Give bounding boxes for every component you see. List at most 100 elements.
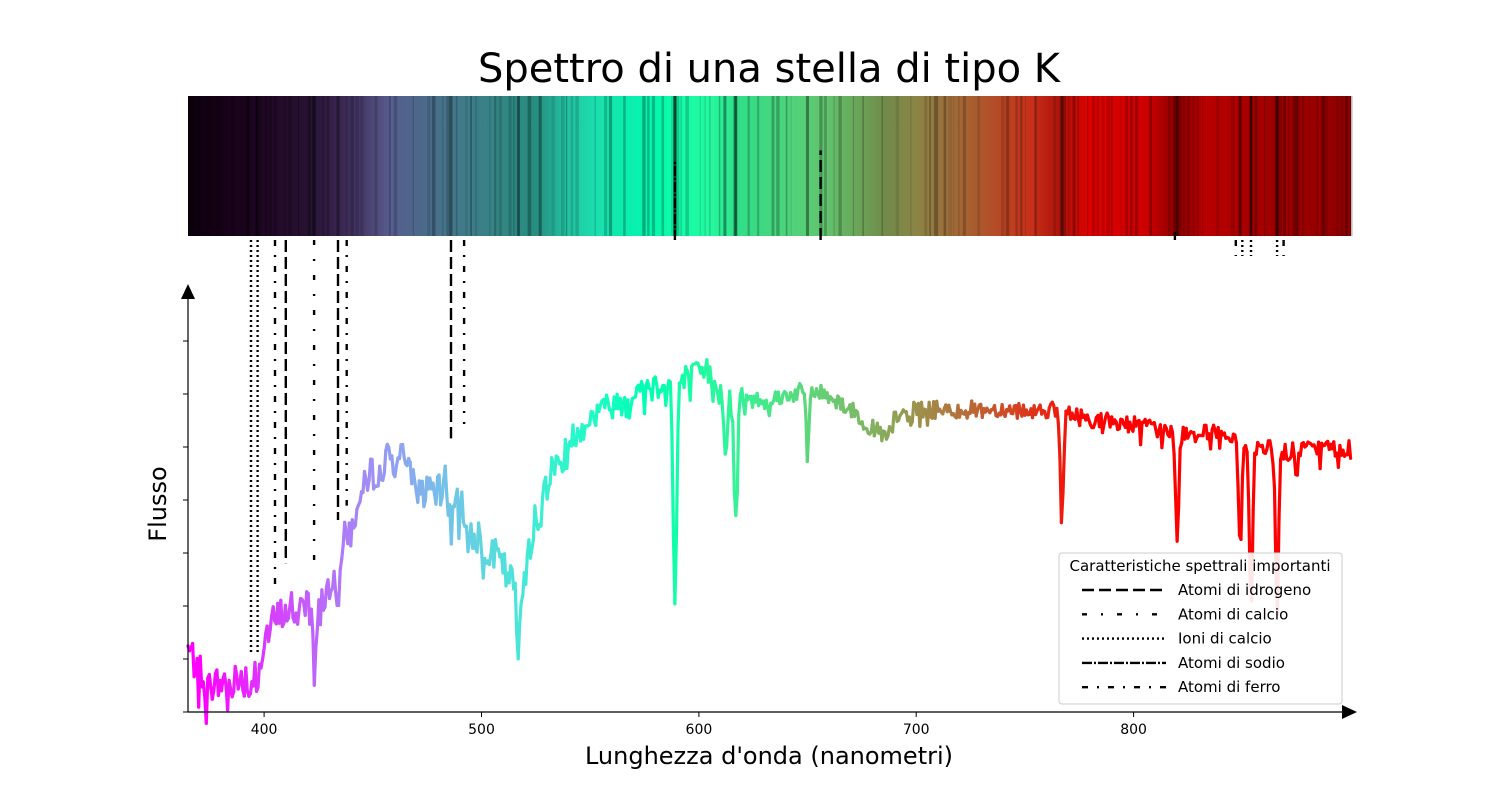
strip-streak [929,96,931,236]
strip-streak [1297,96,1299,236]
strip-streak [943,96,947,236]
strip-streak [594,96,596,236]
spectrum-segment [673,531,679,606]
spectrum-segment [431,481,437,496]
strip-streak [1091,96,1096,236]
spectrum-segment [728,389,733,418]
spectrum-segment [1240,446,1246,478]
strip-streak [470,96,472,236]
spectrum-segment [1295,451,1301,477]
spectrum-segment [1234,441,1240,488]
spectrum-segment [271,605,277,623]
spectrum-segment [191,641,196,679]
spectrum-segment [256,662,262,689]
strip-streak [1120,96,1122,236]
spectrum-segment [1172,452,1178,499]
strip-absorption-line [256,96,260,236]
spectrum-segment [720,400,726,427]
legend-label: Atomi di sodio [1178,654,1285,672]
spectrum-segment [253,660,259,693]
spectrum-segment [1269,448,1275,466]
spectrum-segment [338,557,344,572]
strip-absorption-line [538,96,542,236]
spectrum-segment [581,424,587,441]
spectrum-segment [776,390,782,406]
spectrum-segment [434,475,440,506]
strip-streak [518,96,520,236]
spectrum-segment [1283,442,1289,461]
strip-streak [833,96,835,236]
strip-streak [513,96,515,236]
strip-streak [1125,96,1129,236]
legend-items: Atomi di idrogeno Atomi di calcio Ioni di … [1082,581,1311,696]
strip-streak [1068,96,1070,236]
spectrum-segment [323,585,329,609]
strip-absorption-line [1060,96,1064,236]
spectral-feature-markers [249,150,1285,655]
spectrum-segment [1055,406,1061,426]
strip-streak [360,96,364,236]
strip-streak [388,96,391,236]
strip-streak [221,96,223,236]
strip-streak [623,96,626,236]
strip-streak [1024,96,1027,236]
strip-streak [1106,96,1111,236]
strip-streak [570,96,574,236]
spectrum-segment [805,429,811,463]
spectrum-segment [267,627,272,643]
strip-streak [374,96,378,236]
spectrum-segment [840,397,846,414]
strip-absorption-line [1275,96,1279,236]
strip-streak [1316,96,1318,236]
strip-streak [718,96,721,236]
spectrum-segment [201,680,207,698]
strip-streak [881,96,884,236]
strip-streak [288,96,292,236]
spectrum-segment [642,384,648,416]
spectrum-segment [1061,444,1067,495]
strip-streak [642,96,646,236]
strip-streak [561,96,565,236]
strip-streak [934,96,939,236]
spectrum-segment [1056,422,1062,459]
strip-streak [1350,96,1353,236]
strip-streak [312,96,316,236]
spectrum-segment [1292,454,1298,477]
strip-streak [1273,96,1278,236]
strip-streak [1302,96,1304,236]
spectrum-segment [457,500,462,541]
spectrum-segment [198,654,204,689]
spectrum-strip-absorption-lines [188,96,1353,236]
x-tick-label: 400 [251,722,278,738]
spectrum-segment [312,647,318,687]
strip-streak [838,96,842,236]
spectrum-segment [320,588,325,612]
strip-streak [1264,96,1266,236]
strip-streak [647,96,650,236]
spectrum-segment [268,613,274,632]
strip-streak [790,96,792,236]
x-tick-label: 800 [1120,722,1147,738]
spectrum-segment [627,405,633,420]
spectrum-segment [795,386,800,401]
spectrum-segment [676,381,682,430]
strip-streak [1077,96,1079,236]
spectrum-segment [674,426,680,535]
spectrum-segment [1176,447,1182,510]
spectrum-segment [413,479,418,494]
strip-streak [446,96,450,236]
strip-absorption-line [1295,96,1299,236]
strip-streak [1005,96,1010,236]
strip-streak [962,96,966,236]
strip-absorption-line [1175,96,1179,236]
spectrum-segment [1170,430,1176,456]
legend-label: Atomi di ferro [1178,678,1281,696]
strip-streak [1230,96,1235,236]
strip-streak [1015,96,1018,236]
strip-streak [1197,96,1199,236]
strip-streak [393,96,398,236]
strip-streak [608,96,613,236]
spectrum-segment [1298,442,1304,458]
spectrum-segment [708,365,714,385]
